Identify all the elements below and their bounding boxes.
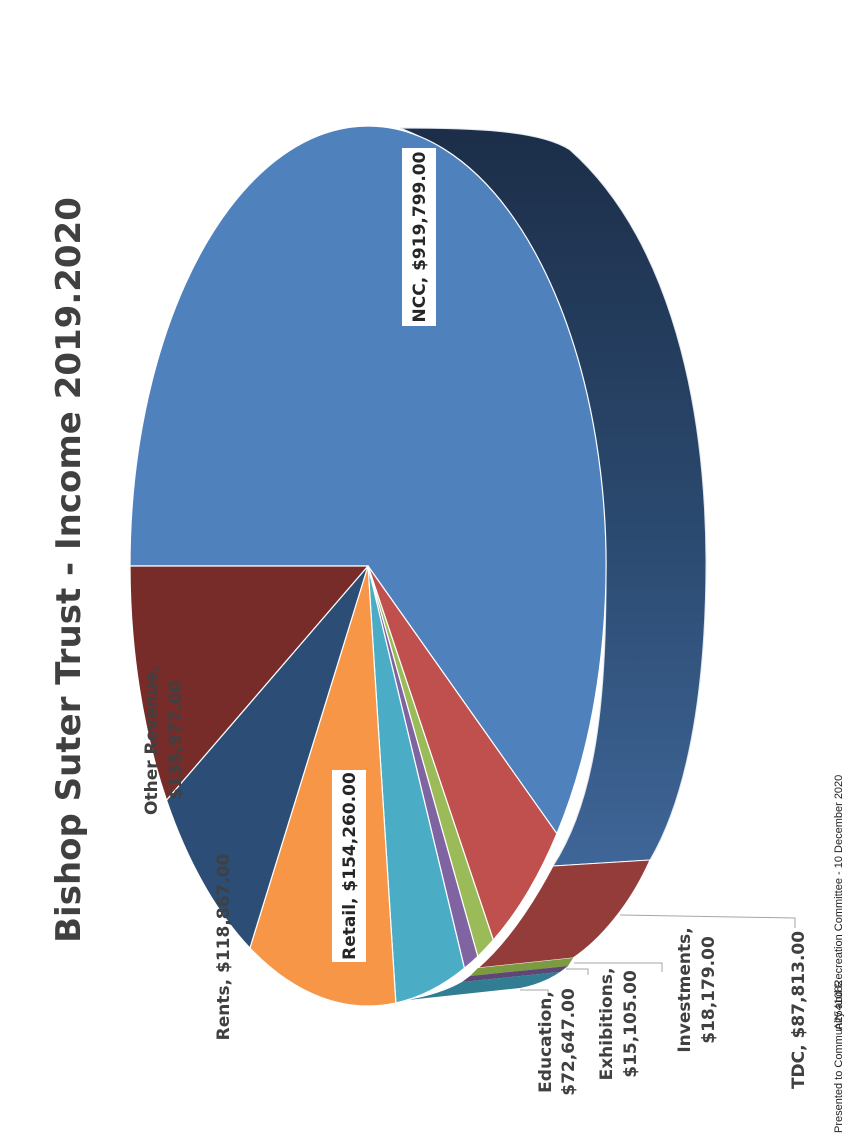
slice-ncc bbox=[129, 125, 607, 835]
retail-label: Retail, $154,260.00 bbox=[332, 770, 366, 962]
slice-rents bbox=[165, 565, 369, 949]
slice-other-revenue bbox=[129, 565, 369, 801]
education-leader bbox=[520, 989, 549, 995]
other-revenue-label-value: $135,977.00 bbox=[166, 680, 186, 800]
leader-lines bbox=[520, 914, 796, 995]
retail-label-text: Retail, $154,260.00 bbox=[340, 772, 360, 960]
pie-top-face bbox=[129, 125, 607, 1007]
slice-tdc bbox=[367, 565, 558, 941]
tdc-leader bbox=[619, 914, 796, 928]
exhibitions-side bbox=[462, 966, 568, 982]
investments-leader bbox=[574, 962, 663, 972]
investments-label-name: Investments, bbox=[675, 927, 695, 1052]
education-label-name: Education, bbox=[536, 991, 556, 1093]
exhibitions-label-value: $15,105.00 bbox=[621, 970, 641, 1078]
document-id: A2541082 bbox=[833, 980, 844, 1030]
ncc-label-text: NCC, $919,799.00 bbox=[410, 151, 430, 322]
education-label-value: $72,647.00 bbox=[559, 988, 579, 1096]
pie-depth bbox=[399, 127, 707, 1000]
other-revenue-label-name: Other Revenue, bbox=[142, 665, 162, 815]
tdc-label: TDC, $87,813.00 bbox=[789, 931, 809, 1089]
education-side bbox=[408, 972, 560, 1000]
chart-title: Bishop Suter Trust - Income 2019.2020 bbox=[49, 197, 89, 943]
exhibitions-label-name: Exhibitions, bbox=[597, 968, 617, 1081]
investments-label-value: $18,179.00 bbox=[699, 936, 719, 1044]
exhibitions-leader bbox=[566, 968, 589, 975]
investments-side bbox=[470, 958, 573, 976]
ncc-label: NCC, $919,799.00 bbox=[402, 148, 436, 326]
rents-label: Rents, $118,867.00 bbox=[214, 853, 234, 1040]
presented-footer: Presented to Community and Recreation Co… bbox=[833, 775, 844, 1133]
